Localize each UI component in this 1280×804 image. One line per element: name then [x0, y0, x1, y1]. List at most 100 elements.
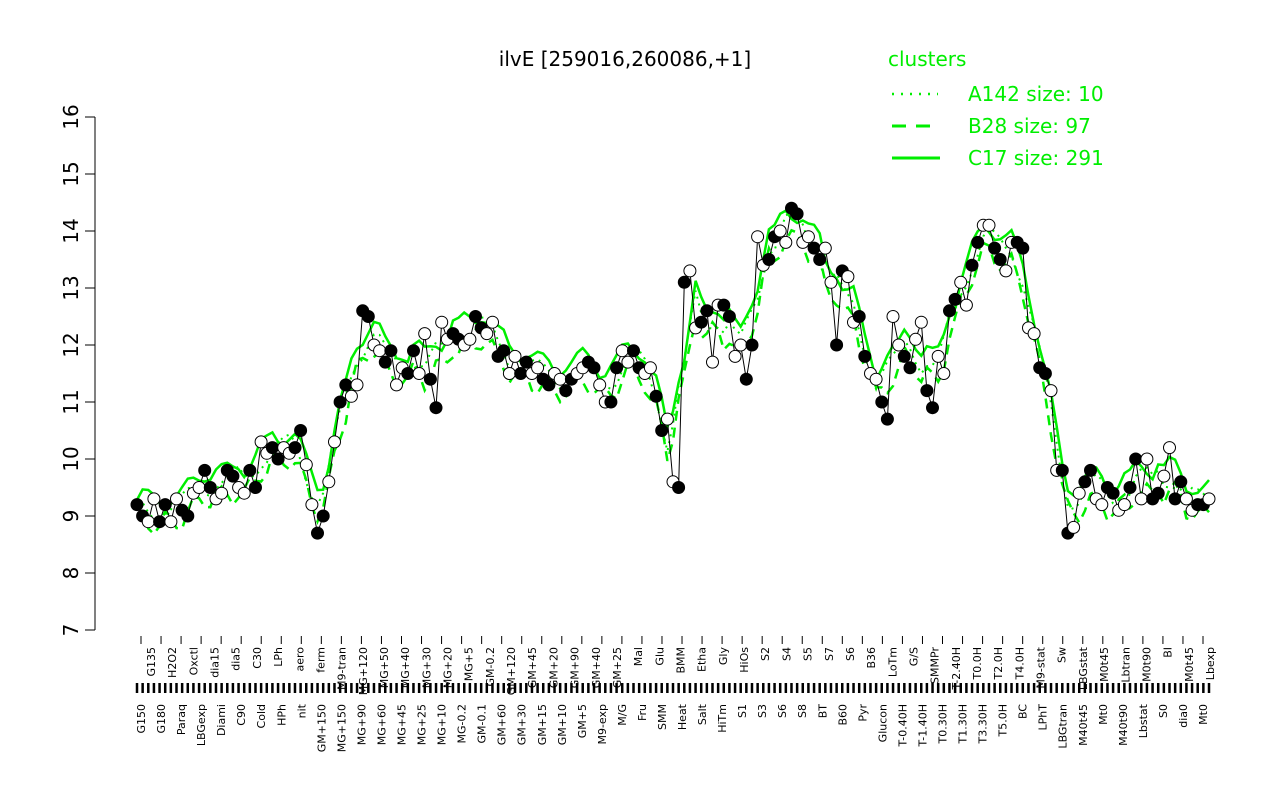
x-tick-label: C90 — [235, 704, 248, 726]
x-tick-label: M0t90 — [1140, 647, 1153, 682]
data-point — [694, 315, 708, 329]
data-point — [361, 310, 375, 323]
x-tick-label: MG+30 — [420, 647, 433, 688]
data-point — [734, 338, 748, 352]
data-point — [158, 498, 172, 512]
data-point — [914, 315, 928, 329]
data-point — [728, 349, 742, 363]
data-point — [818, 241, 832, 255]
data-point — [339, 378, 353, 392]
data-point — [237, 486, 251, 500]
data-point — [655, 424, 669, 437]
x-tick-label: H2O2 — [166, 647, 179, 678]
cluster-line-a142 — [136, 212, 1210, 524]
x-tick-label: BMM — [675, 647, 688, 674]
data-point — [243, 463, 257, 477]
x-tick-label: Cold — [255, 704, 268, 728]
data-point — [311, 526, 324, 540]
data-point — [333, 395, 347, 409]
data-point — [350, 378, 364, 392]
data-point — [993, 253, 1007, 266]
y-tick-label: 10 — [59, 446, 83, 471]
x-tick-label: G180 — [155, 704, 168, 734]
data-point — [265, 441, 279, 455]
x-tick-label: GM+10 — [556, 704, 569, 745]
data-point — [1174, 475, 1188, 489]
x-tick-label: Sw — [1056, 647, 1069, 663]
data-point — [954, 275, 968, 289]
data-point — [1123, 481, 1137, 494]
data-point — [886, 310, 900, 323]
x-tick-label: Lbexp — [1204, 647, 1217, 680]
data-point — [170, 492, 183, 506]
x-tick-label: LPhT — [1037, 704, 1050, 731]
data-point — [497, 344, 511, 358]
legend-label-a142: A142 size: 10 — [968, 82, 1104, 106]
x-tick-label: SMMPr — [929, 647, 942, 684]
x-tick-label: S7 — [823, 647, 836, 661]
data-point — [858, 349, 872, 363]
data-point — [717, 298, 731, 312]
x-tick-label: MG+5 — [463, 647, 476, 681]
x-tick-label: aero — [293, 647, 306, 672]
data-point — [463, 332, 477, 346]
x-tick-label: M9-tran — [336, 647, 349, 690]
data-point — [294, 424, 308, 437]
x-tick-label: MG+150 — [335, 704, 348, 752]
data-point — [226, 469, 240, 483]
data-point — [328, 435, 341, 449]
data-point — [486, 315, 499, 329]
x-tick-label: BI — [1162, 647, 1175, 658]
data-point — [610, 361, 624, 375]
x-tick-label: GM+90 — [569, 647, 582, 688]
x-tick-label: M0t45 — [1183, 647, 1196, 682]
data-point — [401, 367, 415, 380]
data-point — [502, 367, 516, 380]
x-tick-label: G135 — [145, 647, 158, 677]
data-point — [390, 378, 403, 392]
data-point — [1134, 492, 1148, 506]
data-point — [1129, 452, 1143, 466]
data-point — [643, 361, 657, 375]
x-tick-label: S6 — [776, 704, 789, 718]
data-point — [271, 452, 285, 466]
x-tick-label: GM+45 — [526, 647, 539, 688]
data-point — [965, 258, 979, 272]
legend-label-b28: B28 size: 97 — [968, 114, 1091, 138]
x-tick-label: dia0 — [1177, 704, 1190, 728]
data-point — [937, 367, 951, 380]
x-tick-label: LBGexp — [195, 704, 208, 746]
x-tick-label: GM+120 — [505, 647, 518, 695]
data-point — [480, 327, 494, 341]
x-tick-label: C30 — [251, 647, 264, 669]
data-point — [830, 338, 844, 352]
data-point — [959, 298, 973, 312]
y-tick-label: 8 — [59, 567, 83, 580]
x-tick-label: S0 — [1157, 704, 1170, 718]
x-tick-label: T4.0H — [1013, 647, 1026, 680]
x-tick-label: dia15 — [209, 647, 222, 678]
data-point — [1072, 486, 1086, 500]
data-point — [384, 344, 398, 358]
data-point — [920, 384, 934, 398]
data-point — [897, 349, 911, 363]
data-point — [988, 241, 1002, 255]
data-point — [672, 481, 686, 494]
data-point — [683, 264, 697, 278]
x-tick-label: B60 — [836, 704, 849, 726]
x-tick-label: LoTm — [886, 647, 899, 677]
data-point — [1027, 327, 1041, 341]
data-point — [508, 349, 522, 363]
data-point — [926, 401, 939, 415]
x-tick-label: G/S — [907, 647, 920, 666]
x-tick-label: MG+60 — [375, 704, 388, 745]
data-point — [931, 349, 945, 363]
data-point — [660, 412, 674, 426]
x-tick-label: MG+20 — [442, 647, 455, 688]
x-tick-label: S1 — [736, 704, 749, 718]
data-point — [1202, 492, 1216, 506]
data-point — [254, 435, 268, 449]
x-tick-label: HiTm — [716, 704, 729, 733]
data-point — [1038, 367, 1052, 380]
